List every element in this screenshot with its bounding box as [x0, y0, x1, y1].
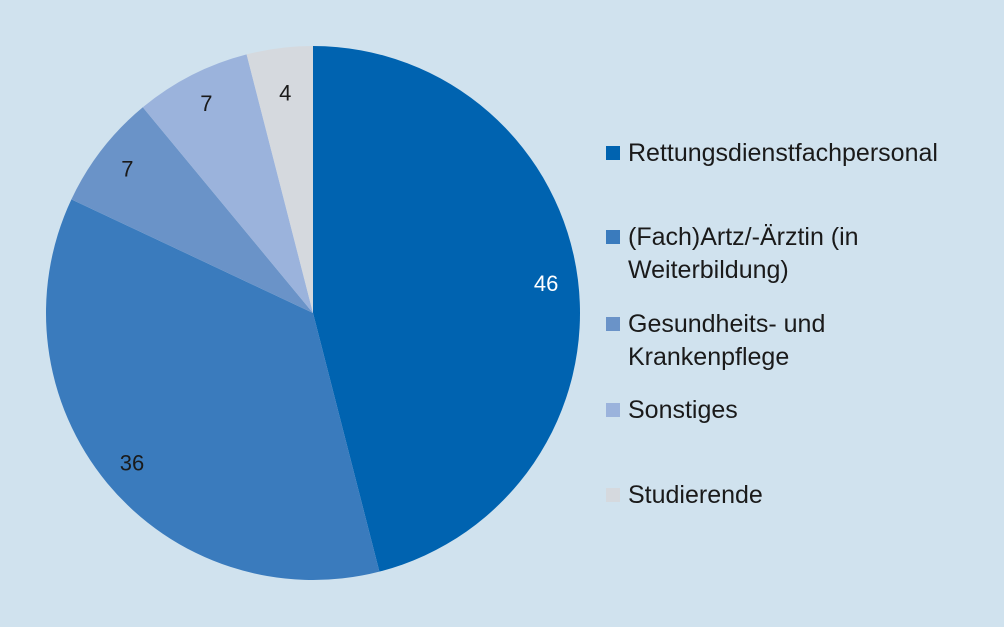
- legend-label: Studierende: [628, 481, 763, 509]
- legend-swatch: [606, 488, 620, 502]
- legend-swatch: [606, 403, 620, 417]
- data-label-rettungsdienst: 46: [534, 271, 558, 296]
- legend-label: Sonstiges: [628, 396, 738, 424]
- legend-item-studierende: Studierende: [606, 479, 978, 512]
- legend-item-krankenpflege: Gesundheits- und Krankenpflege: [606, 308, 868, 374]
- pie-slice-rettungsdienst: [313, 46, 580, 572]
- pie-slice-sonstiges: [142, 54, 313, 313]
- legend-item-rettungsdienstfachpersonal: Rettungsdienstfachpersonal: [606, 137, 978, 170]
- legend: Rettungsdienstfachpersonal (Fach)Artz/-Ä…: [606, 0, 996, 627]
- pie-slice-arzt: [46, 199, 380, 580]
- pie-slice-studierende: [246, 46, 313, 313]
- data-label-sonstiges: 7: [200, 91, 212, 116]
- legend-swatch: [606, 146, 620, 160]
- pie-slice-krankenpflege: [71, 107, 313, 313]
- legend-label: Gesundheits- und Krankenpflege: [628, 310, 826, 371]
- legend-swatch: [606, 230, 620, 244]
- data-label-arzt: 36: [120, 450, 144, 475]
- pie-chart: 46 36 7 7 4: [46, 46, 580, 580]
- legend-label: Rettungsdienstfachpersonal: [628, 139, 938, 167]
- legend-label: (Fach)Artz/-Ärztin (in Weiterbildung): [628, 223, 859, 284]
- legend-item-sonstiges: Sonstiges: [606, 394, 978, 427]
- legend-swatch: [606, 317, 620, 331]
- legend-item-arzt: (Fach)Artz/-Ärztin (in Weiterbildung): [606, 221, 888, 287]
- data-label-studierende: 4: [279, 81, 291, 106]
- data-label-krankenpflege: 7: [121, 156, 133, 181]
